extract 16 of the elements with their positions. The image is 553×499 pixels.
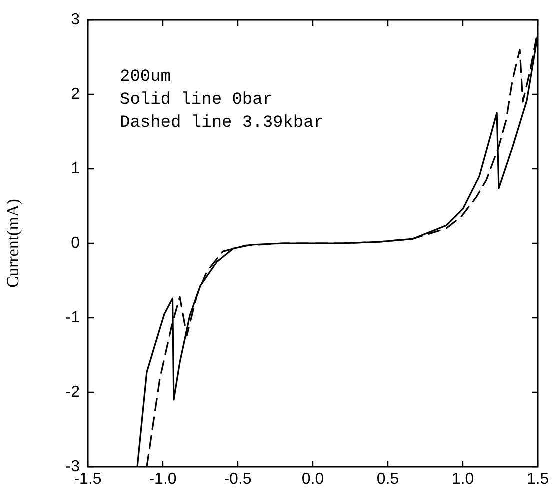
x-tick-label: -0.5 (224, 471, 252, 488)
x-tick-label: 1.5 (526, 471, 550, 488)
x-tick-label: 0.0 (302, 471, 324, 488)
x-tick-label: 1.0 (452, 471, 474, 488)
annotation: Dashed line 3.39kbar (120, 114, 324, 133)
y-tick-label: -1 (66, 309, 80, 326)
y-tick-label: 2 (71, 86, 80, 103)
annotation: Solid line 0bar (120, 91, 274, 110)
y-tick-label: 1 (71, 160, 80, 178)
annotation: 200um (120, 68, 172, 87)
y-tick-label: 0 (71, 234, 80, 252)
x-tick-label: -1.0 (149, 471, 177, 488)
y-axis-title: Current(mA) (4, 199, 23, 288)
y-tick-label: -2 (66, 384, 80, 401)
y-tick-label: 3 (71, 11, 80, 28)
x-tick-label: 0.5 (376, 471, 400, 488)
